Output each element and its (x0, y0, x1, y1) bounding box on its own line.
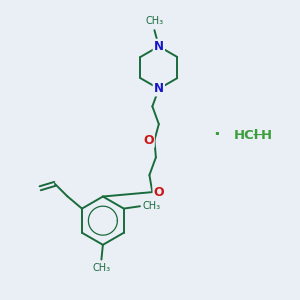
Text: −: − (252, 128, 263, 142)
Text: O: O (154, 186, 164, 199)
Text: CH₃: CH₃ (146, 16, 164, 26)
Text: CH₃: CH₃ (142, 201, 160, 211)
Text: ·: · (213, 126, 220, 144)
Text: N: N (154, 82, 164, 95)
Text: O: O (143, 134, 154, 147)
Text: N: N (154, 40, 164, 53)
Text: H: H (261, 129, 272, 142)
Text: HCl: HCl (234, 129, 259, 142)
Text: CH₃: CH₃ (92, 263, 110, 273)
